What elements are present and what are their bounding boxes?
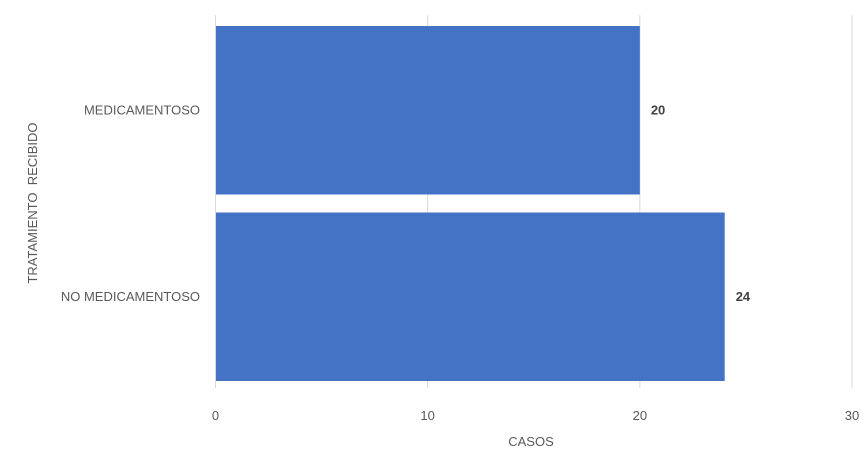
bar-data-label: 24	[736, 289, 751, 304]
bars	[216, 26, 725, 381]
y-axis-title: TRATAMIENTO RECIBIDO	[25, 122, 40, 283]
x-tick-label: 30	[845, 408, 859, 423]
x-tick-label: 10	[420, 408, 434, 423]
bar-data-label: 20	[651, 102, 665, 117]
bar	[216, 212, 725, 381]
x-tick-label: 20	[633, 408, 647, 423]
bar	[216, 26, 640, 195]
labels: 0 10 20 30 MEDICAMENTOSO 20 NO MEDICAMENTOSO 24	[61, 102, 859, 423]
x-axis-title: CASOS	[508, 434, 554, 449]
y-category-label: NO MEDICAMENTOSO	[61, 289, 200, 304]
x-tick-label: 0	[212, 408, 219, 423]
y-category-label: MEDICAMENTOSO	[84, 102, 200, 117]
